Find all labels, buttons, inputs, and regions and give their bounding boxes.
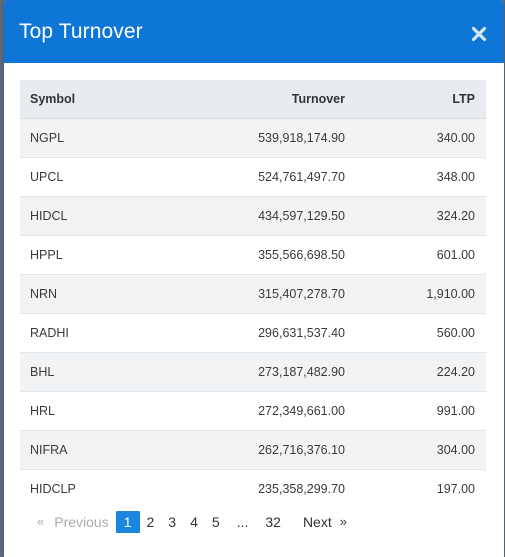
cell-symbol: NRN — [20, 274, 170, 314]
page-button-1[interactable]: 1 — [115, 511, 140, 533]
table-row[interactable]: HIDCL 434,597,129.50 324.20 — [20, 196, 486, 236]
cell-turnover: 272,349,661.00 — [170, 391, 345, 431]
previous-page-button[interactable]: « Previous — [30, 511, 116, 533]
table-row[interactable]: NIFRA 262,716,376.10 304.00 — [20, 430, 486, 470]
page-button-32[interactable]: 32 — [265, 514, 281, 530]
column-header-ltp[interactable]: LTP — [345, 80, 486, 119]
cell-symbol: HPPL — [20, 235, 170, 275]
cell-symbol: HIDCL — [20, 196, 170, 236]
pagination: « Previous 1 2 3 4 5 ... 32 Next » — [20, 511, 486, 533]
cell-ltp: 224.20 — [345, 352, 486, 392]
cell-turnover: 434,597,129.50 — [170, 196, 345, 236]
cell-symbol: UPCL — [20, 157, 170, 197]
cell-turnover: 355,566,698.50 — [170, 235, 345, 275]
page-button-4[interactable]: 4 — [190, 514, 198, 530]
cell-symbol: RADHI — [20, 313, 170, 353]
cell-turnover: 296,631,537.40 — [170, 313, 345, 353]
table-row[interactable]: NRN 315,407,278.70 1,910.00 — [20, 274, 486, 314]
cell-symbol: BHL — [20, 352, 170, 392]
table-row[interactable]: HPPL 355,566,698.50 601.00 — [20, 235, 486, 275]
table-row[interactable]: HIDCLP 235,358,299.70 197.00 — [20, 469, 486, 508]
modal-header: Top Turnover — [4, 0, 504, 63]
page-button-3[interactable]: 3 — [168, 514, 177, 530]
close-button[interactable] — [468, 23, 490, 45]
chevron-right-double-icon: » — [339, 514, 347, 529]
table-row[interactable]: NGPL 539,918,174.90 340.00 — [20, 118, 486, 158]
next-page-button[interactable]: Next » — [296, 511, 354, 533]
turnover-table: Symbol Turnover LTP NGPL 539,918,174.90 … — [20, 80, 486, 508]
modal-title: Top Turnover — [19, 19, 143, 43]
page-button-2[interactable]: 2 — [146, 514, 155, 530]
cell-ltp: 340.00 — [345, 118, 486, 158]
previous-label: Previous — [54, 514, 109, 530]
table-row[interactable]: RADHI 296,631,537.40 560.00 — [20, 313, 486, 353]
cell-turnover: 262,716,376.10 — [170, 430, 345, 470]
cell-ltp: 991.00 — [345, 391, 486, 431]
cell-symbol: NGPL — [20, 118, 170, 158]
cell-turnover: 539,918,174.90 — [170, 118, 345, 158]
chevron-left-double-icon: « — [37, 514, 45, 529]
cell-turnover: 524,761,497.70 — [170, 157, 345, 197]
next-label: Next — [302, 514, 332, 530]
table-body: NGPL 539,918,174.90 340.00 UPCL 524,761,… — [20, 118, 486, 508]
cell-symbol: HIDCLP — [30, 481, 76, 496]
cell-turnover: 235,358,299.70 — [258, 481, 345, 496]
cell-turnover: 273,187,482.90 — [170, 352, 345, 392]
cell-symbol: HRL — [20, 391, 170, 431]
top-turnover-modal: Top Turnover Symbol Turnover LTP NGPL 53… — [4, 0, 504, 557]
table-row[interactable]: BHL 273,187,482.90 224.20 — [20, 352, 486, 392]
column-header-turnover[interactable]: Turnover — [170, 80, 345, 119]
cell-ltp: 601.00 — [345, 235, 486, 275]
table-row[interactable]: UPCL 524,761,497.70 348.00 — [20, 157, 486, 197]
cell-symbol: NIFRA — [20, 430, 170, 470]
cell-ltp: 560.00 — [345, 313, 486, 353]
modal-body: Symbol Turnover LTP NGPL 539,918,174.90 … — [4, 63, 504, 533]
cell-ltp: 304.00 — [345, 430, 486, 470]
cell-turnover: 315,407,278.70 — [170, 274, 345, 314]
table-row[interactable]: HRL 272,349,661.00 991.00 — [20, 391, 486, 431]
cell-ltp: 324.20 — [345, 196, 486, 236]
cell-ltp: 348.00 — [345, 157, 486, 197]
column-header-symbol[interactable]: Symbol — [20, 80, 170, 119]
cell-ltp: 1,910.00 — [345, 274, 486, 314]
close-icon — [471, 26, 487, 41]
pagination-ellipsis: ... — [236, 514, 249, 530]
cell-ltp: 197.00 — [436, 481, 475, 496]
table-header-row: Symbol Turnover LTP — [20, 80, 486, 119]
page-button-5[interactable]: 5 — [211, 514, 220, 530]
